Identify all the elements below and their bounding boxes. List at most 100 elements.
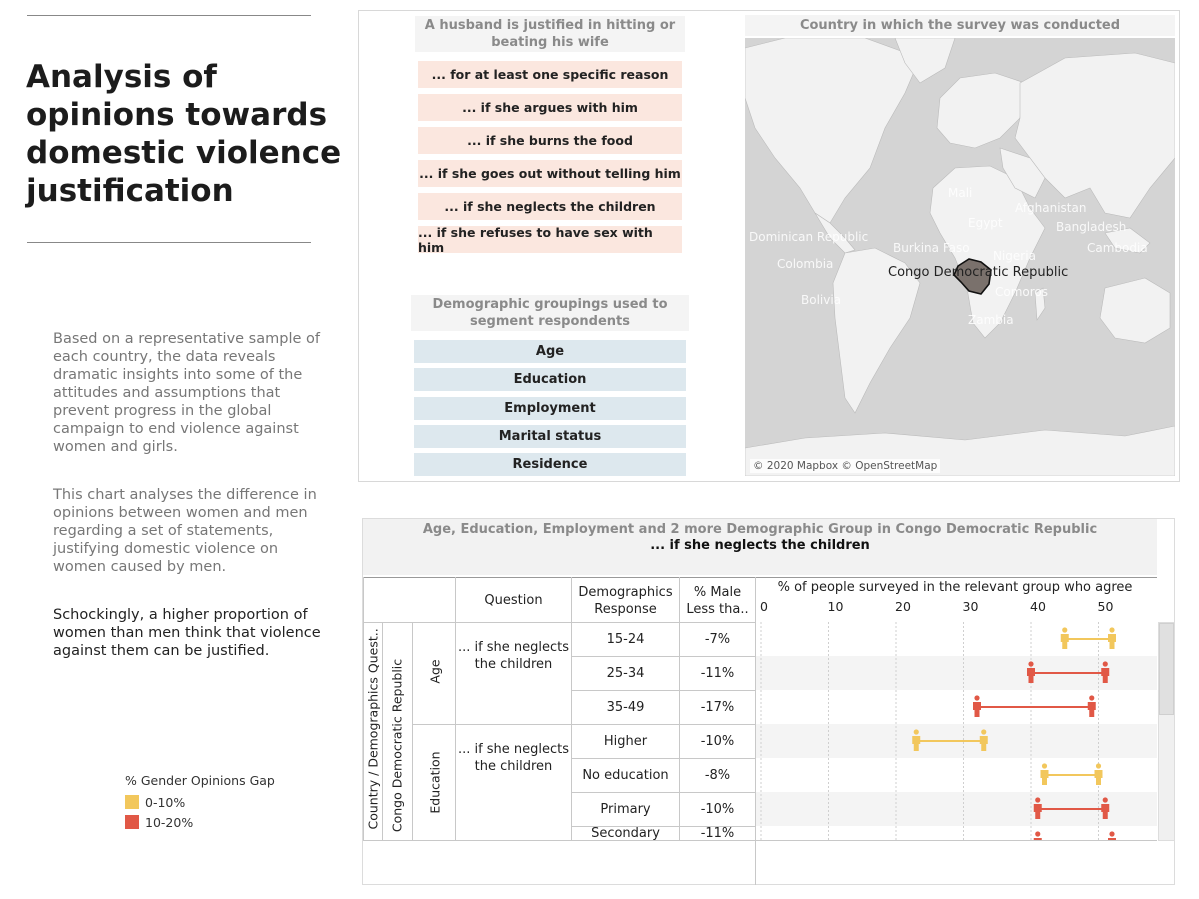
person-head-mark [1109, 627, 1115, 633]
question-option-goes-out[interactable]: ... if she goes out without telling him [418, 160, 682, 187]
x-tick-label: 10 [828, 599, 844, 614]
header-bottom-border [363, 622, 756, 623]
chart-header: Age, Education, Employment and 2 more De… [363, 519, 1157, 575]
col-header-demographics: Demographics Response [578, 585, 673, 617]
person-body-mark [1033, 804, 1042, 819]
demographic-option-residence[interactable]: Residence [414, 453, 686, 476]
map-ghost-label-10: Bangladesh [1056, 220, 1127, 234]
dumbbell-row [1040, 763, 1103, 785]
person-body-mark [1033, 838, 1042, 840]
person-head-mark [1109, 831, 1115, 837]
world-map[interactable] [745, 38, 1175, 476]
demographic-response-cell: Higher [603, 733, 648, 749]
bottom-divider [27, 242, 311, 243]
chart-header-subtitle: Age, Education, Employment and 2 more De… [422, 522, 1098, 537]
person-head-mark [913, 729, 919, 735]
group-label-age: Age [427, 659, 443, 684]
map-ghost-label-3: Bolivia [801, 293, 842, 307]
key-finding: Schockingly, a higher proportion of wome… [53, 607, 321, 659]
legend-title: % Gender Opinions Gap [125, 773, 275, 788]
map-ghost-label-8: Egypt [968, 216, 1003, 230]
person-body-mark [1027, 668, 1035, 683]
table-scrollbar-thumb[interactable] [1159, 623, 1174, 715]
top-divider [27, 15, 311, 16]
x-tick-label: 0 [760, 599, 768, 614]
person-head-mark [1041, 763, 1048, 769]
table-top-border [363, 577, 1157, 578]
col-divider-6 [755, 577, 756, 885]
male-gap-cell: -11% [700, 826, 735, 840]
x-tick-label: 50 [1098, 599, 1114, 614]
male-gap-cell: -8% [704, 767, 731, 783]
demographic-response-cell: 35-49 [606, 699, 645, 715]
col-header-male-gap: % Male Less tha.. [686, 585, 749, 617]
demographic-response-cell: No education [582, 767, 669, 783]
person-head-mark [1028, 661, 1034, 667]
question-option-any-reason[interactable]: ... for at least one specific reason [418, 61, 682, 88]
demographic-option-education[interactable]: Education [414, 368, 686, 391]
col-divider-2 [412, 622, 413, 840]
demographic-option-marital-status[interactable]: Marital status [414, 425, 686, 448]
col-header-question: Question [484, 593, 543, 608]
demographic-option-employment[interactable]: Employment [414, 397, 686, 420]
world-map-svg [745, 38, 1175, 476]
row-divider-1 [571, 656, 755, 657]
filter-panel [358, 10, 1180, 482]
person-head-mark [974, 695, 980, 701]
question-cell-age: ... if she neglects the children [457, 640, 570, 672]
person-head-mark [1095, 763, 1102, 769]
demographic-option-age[interactable]: Age [414, 340, 686, 363]
person-body-mark [979, 736, 988, 751]
table-bottom-border [363, 840, 1157, 841]
person-body-mark [1108, 838, 1116, 840]
map-credit[interactable]: © 2020 Mapbox © OpenStreetMap [750, 459, 941, 473]
person-head-mark [1102, 661, 1108, 667]
person-body-mark [1101, 668, 1110, 683]
intro-paragraph: Based on a representative sample of each… [53, 331, 320, 455]
question-option-argues[interactable]: ... if she argues with him [418, 94, 682, 121]
person-head-mark [1102, 797, 1108, 803]
x-tick-label: 40 [1030, 599, 1046, 614]
gap-legend: % Gender Opinions Gap 0-10% 10-20% [125, 773, 275, 832]
question-cell-education: ... if she neglects the children [457, 742, 570, 774]
selected-country-shape [953, 258, 992, 295]
person-body-mark [1060, 634, 1069, 649]
demographic-response-cell: 15-24 [606, 631, 645, 647]
person-body-mark [1094, 770, 1103, 785]
col-divider-5 [679, 577, 680, 840]
question-option-neglects-children[interactable]: ... if she neglects the children [418, 193, 682, 220]
row-header-country-question: Country / Demographics Quest.. [365, 628, 381, 830]
legend-item-low[interactable]: 0-10% [125, 792, 275, 812]
demographic-response-cell: Secondary [591, 826, 660, 840]
map-selected-country-label: Congo Democratic Republic [888, 265, 1069, 280]
dumbbell-chart[interactable]: 0 10 20 30 40 50 [756, 578, 1157, 840]
male-gap-cell: -11% [700, 665, 735, 681]
map-ghost-label-11: Cambodia [1087, 241, 1148, 255]
map-ghost-label-12: Zambia [968, 313, 1014, 327]
question-option-burns-food[interactable]: ... if she burns the food [418, 127, 682, 154]
table-left-border [363, 577, 364, 840]
person-body-mark [1108, 634, 1116, 649]
person-body-mark [1040, 770, 1049, 785]
legend-label-high: 10-20% [145, 814, 194, 830]
male-gap-cell: -7% [704, 631, 731, 647]
legend-swatch-low [125, 795, 139, 809]
male-gap-cell: -10% [700, 801, 735, 817]
dumbbell-row [1060, 627, 1116, 649]
x-tick-label: 30 [963, 599, 979, 614]
x-tick-label: 20 [895, 599, 911, 614]
col-divider-3 [455, 577, 456, 840]
legend-item-high[interactable]: 10-20% [125, 812, 275, 832]
legend-swatch-high [125, 815, 139, 829]
demographic-filter-header: Demographic groupings used to segment re… [411, 295, 689, 331]
row-header-country: Congo Democratic Republic [389, 658, 405, 833]
male-gap-cell: -17% [700, 699, 735, 715]
map-ghost-label-5: Nigeria [993, 249, 1036, 263]
chart-description: This chart analyses the difference in op… [53, 487, 317, 575]
person-head-mark [1062, 627, 1068, 633]
group-label-education: Education [427, 751, 443, 814]
male-gap-cell: -10% [700, 733, 735, 749]
question-option-refuses-sex[interactable]: ... if she refuses to have sex with him [418, 225, 682, 255]
person-body-mark [1101, 804, 1110, 819]
person-head-mark [1035, 797, 1041, 803]
